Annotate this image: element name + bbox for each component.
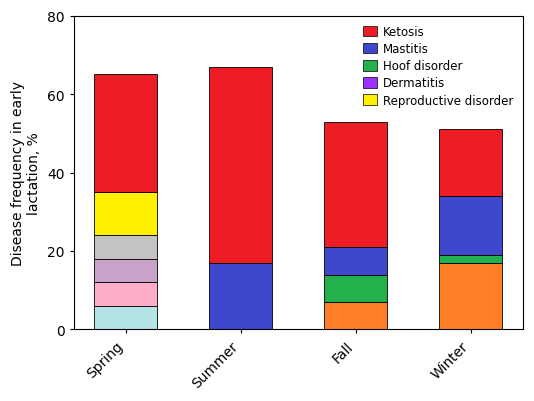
Bar — [94, 75, 157, 192]
Bar — [324, 122, 387, 247]
Bar — [324, 302, 387, 330]
Bar — [94, 192, 157, 236]
Bar — [94, 283, 157, 306]
Bar — [439, 130, 502, 196]
Bar — [439, 255, 502, 263]
Bar — [209, 263, 272, 330]
Bar — [439, 263, 502, 330]
Bar — [94, 306, 157, 330]
Bar — [439, 196, 502, 255]
Y-axis label: Disease frequency in early
lactation, %: Disease frequency in early lactation, % — [11, 81, 41, 265]
Bar — [324, 275, 387, 302]
Legend: Ketosis, Mastitis, Hoof disorder, Dermatitis, Reproductive disorder: Ketosis, Mastitis, Hoof disorder, Dermat… — [359, 22, 517, 111]
Bar — [94, 236, 157, 259]
Bar — [94, 259, 157, 283]
Bar — [209, 67, 272, 263]
Bar — [324, 247, 387, 275]
